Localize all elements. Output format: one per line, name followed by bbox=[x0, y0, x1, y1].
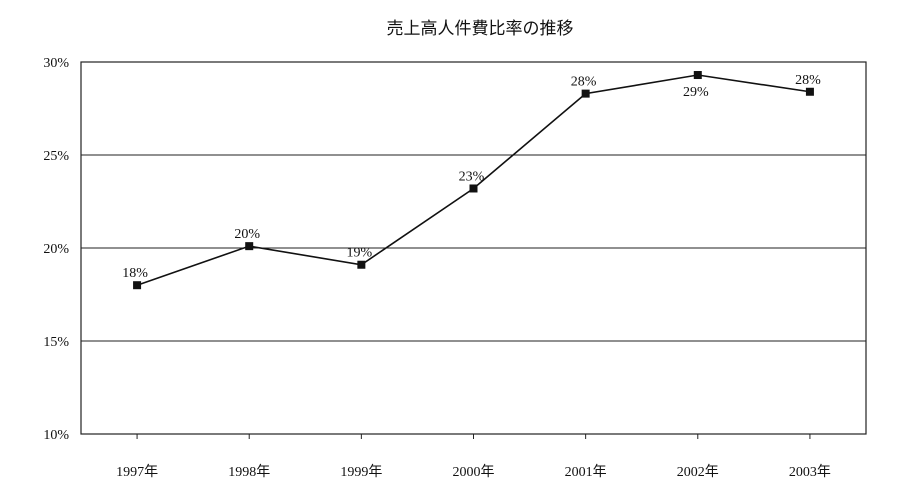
data-point bbox=[469, 184, 478, 193]
data-point bbox=[357, 260, 366, 269]
x-axis-ticks: 1997年 1998年 1999年 2000年 2001年 2002年 2003年 bbox=[116, 434, 831, 480]
x-tick-label: 2002年 bbox=[677, 464, 719, 480]
x-tick-label: 1998年 bbox=[228, 464, 270, 480]
x-tick-label: 1997年 bbox=[116, 464, 158, 480]
chart-title: 売上高人件費比率の推移 bbox=[387, 19, 574, 39]
x-tick-label: 1999年 bbox=[340, 464, 382, 480]
data-point bbox=[245, 242, 254, 251]
data-point bbox=[581, 89, 590, 98]
y-tick-label: 30% bbox=[43, 56, 69, 71]
data-label: 18% bbox=[122, 266, 148, 281]
x-tick-label: 2000年 bbox=[453, 464, 495, 480]
y-tick-label: 15% bbox=[43, 335, 69, 350]
data-label: 19% bbox=[347, 246, 373, 261]
data-point bbox=[133, 281, 142, 290]
y-tick-label: 25% bbox=[43, 149, 69, 164]
data-label: 28% bbox=[795, 73, 821, 88]
data-label: 20% bbox=[234, 227, 260, 242]
data-label: 28% bbox=[571, 75, 597, 90]
x-tick-label: 2003年 bbox=[789, 464, 831, 480]
y-tick-label: 20% bbox=[43, 242, 69, 257]
grid-lines bbox=[81, 154, 866, 342]
data-point bbox=[805, 87, 814, 96]
y-tick-label: 10% bbox=[43, 428, 69, 443]
data-label: 23% bbox=[459, 169, 485, 184]
data-labels: 18% 20% 19% 23% 28% 29% 28% bbox=[122, 73, 821, 281]
y-axis-ticks: 30% 25% 20% 15% 10% bbox=[43, 56, 69, 443]
data-label: 29% bbox=[683, 85, 709, 100]
data-point bbox=[693, 71, 702, 80]
series-markers bbox=[133, 71, 814, 290]
x-tick-label: 2001年 bbox=[565, 464, 607, 480]
